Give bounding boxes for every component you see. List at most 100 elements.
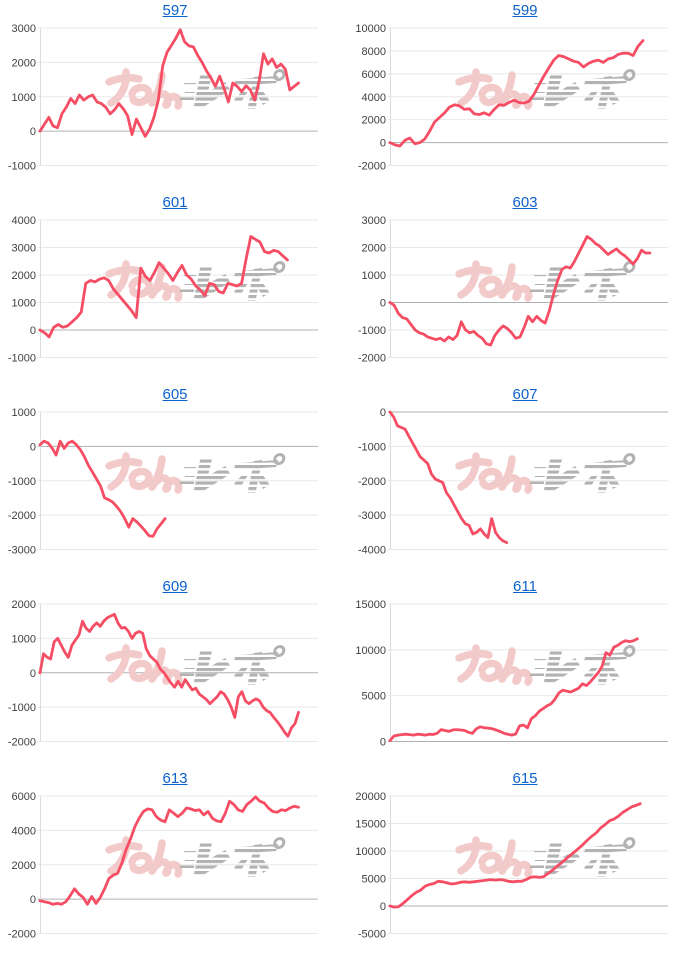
y-tick-label: 0 [380, 407, 386, 419]
y-tick-label: 2000 [12, 57, 36, 69]
minrepo-logo-watermark [459, 455, 634, 494]
y-tick-label: 2000 [362, 115, 386, 127]
y-tick-label: -2000 [358, 161, 386, 173]
y-tick-label: 0 [30, 441, 36, 453]
series-line [388, 802, 642, 909]
y-tick-label: -2000 [8, 929, 36, 941]
chart-plot-613: 6000 4000 2000 0 -2000 [8, 791, 318, 941]
chart-cell-601: 4000 3000 2000 1000 0 -1000 601 [0, 192, 350, 384]
minrepo-logo-watermark [109, 455, 284, 494]
chart-title-link-601[interactable]: 601 [162, 194, 188, 211]
y-tick-label: 1000 [12, 298, 36, 310]
y-tick-label: 6000 [12, 791, 36, 803]
chart-cell-599: 10000 8000 6000 4000 2000 0 -2000 599 [350, 0, 700, 192]
y-tick-label: -5000 [358, 929, 386, 941]
y-tick-label: -2000 [8, 737, 36, 749]
minrepo-logo-watermark [109, 647, 284, 686]
y-tick-label: -3000 [358, 510, 386, 522]
y-tick-label: 6000 [362, 69, 386, 81]
y-tick-label: -1000 [8, 353, 36, 365]
minrepo-logo-watermark [109, 839, 284, 878]
y-tick-label: 20000 [355, 791, 386, 803]
y-tick-label: -1000 [8, 702, 36, 714]
y-tick-label: -3000 [8, 545, 36, 557]
minrepo-logo-watermark [459, 839, 634, 878]
chart-title-link-613[interactable]: 613 [162, 770, 188, 787]
y-tick-label: 1000 [12, 407, 36, 419]
y-tick-label: 4000 [362, 92, 386, 104]
y-tick-label: 1000 [12, 633, 36, 645]
series-line [388, 235, 652, 347]
chart-title-link-605[interactable]: 605 [162, 386, 188, 403]
y-tick-label: 0 [30, 126, 36, 138]
y-tick-label: 4000 [12, 825, 36, 837]
chart-plot-611: 15000 10000 5000 0 [355, 599, 668, 749]
series-line [38, 795, 300, 906]
chart-title-link-597[interactable]: 597 [162, 2, 188, 19]
y-tick-label: -2000 [358, 476, 386, 488]
chart-plot-597: 3000 2000 1000 0 -1000 [8, 23, 318, 173]
y-tick-label: 3000 [362, 215, 386, 227]
chart-cell-611: 15000 10000 5000 0 611 [350, 576, 700, 768]
series-line [38, 28, 300, 138]
minrepo-logo-watermark [459, 71, 634, 110]
chart-plot-607: 0 -1000 -2000 -3000 -4000 [358, 407, 668, 557]
series-line [38, 235, 289, 339]
chart-title-link-599[interactable]: 599 [512, 2, 538, 19]
y-tick-label: 1000 [12, 92, 36, 104]
y-tick-label: -2000 [358, 353, 386, 365]
chart-cell-607: 0 -1000 -2000 -3000 -4000 607 [350, 384, 700, 576]
chart-title-link-609[interactable]: 609 [162, 578, 188, 595]
series-line [388, 637, 639, 743]
chart-plot-601: 4000 3000 2000 1000 0 -1000 [8, 215, 318, 365]
series-line [388, 410, 509, 545]
y-tick-label: 2000 [12, 599, 36, 611]
y-tick-label: 5000 [362, 691, 386, 703]
y-tick-label: 5000 [362, 874, 386, 886]
y-tick-label: -1000 [358, 441, 386, 453]
y-tick-label: -1000 [358, 325, 386, 337]
y-tick-label: 2000 [12, 270, 36, 282]
minrepo-logo-watermark [109, 263, 284, 302]
y-tick-label: 10000 [355, 846, 386, 858]
chart-cell-609: 2000 1000 0 -1000 -2000 609 [0, 576, 350, 768]
series-line [38, 439, 167, 538]
y-tick-label: 0 [30, 325, 36, 337]
y-tick-label: 0 [380, 737, 386, 749]
chart-plot-615: 20000 15000 10000 5000 0 -5000 [355, 791, 668, 941]
minrepo-logo-watermark [459, 263, 634, 302]
chart-cell-615: 20000 15000 10000 5000 0 -5000 615 [350, 768, 700, 960]
y-tick-label: 0 [380, 298, 386, 310]
chart-cell-597: 3000 2000 1000 0 -1000 597 [0, 0, 350, 192]
chart-plot-609: 2000 1000 0 -1000 -2000 [8, 599, 318, 749]
y-tick-label: 3000 [12, 23, 36, 35]
y-tick-label: 15000 [355, 599, 386, 611]
chart-plot-603: 3000 2000 1000 0 -1000 -2000 [358, 215, 668, 365]
y-tick-label: -1000 [8, 161, 36, 173]
chart-title-link-603[interactable]: 603 [512, 194, 538, 211]
y-tick-label: 0 [380, 901, 386, 913]
y-tick-label: 4000 [12, 215, 36, 227]
y-tick-label: -1000 [8, 476, 36, 488]
y-tick-label: 2000 [362, 243, 386, 255]
y-tick-label: 10000 [355, 23, 386, 35]
series-line [388, 39, 645, 148]
chart-cell-613: 6000 4000 2000 0 -2000 613 [0, 768, 350, 960]
y-tick-label: 1000 [362, 270, 386, 282]
chart-title-link-615[interactable]: 615 [512, 770, 538, 787]
y-tick-label: 8000 [362, 46, 386, 58]
chart-title-link-611[interactable]: 611 [513, 578, 537, 595]
y-tick-label: -4000 [358, 545, 386, 557]
chart-title-link-607[interactable]: 607 [512, 386, 538, 403]
y-tick-label: -2000 [8, 510, 36, 522]
y-tick-label: 15000 [355, 819, 386, 831]
y-tick-label: 3000 [12, 243, 36, 255]
y-tick-label: 0 [30, 668, 36, 680]
y-tick-label: 10000 [355, 645, 386, 657]
chart-cell-605: 1000 0 -1000 -2000 -3000 605 [0, 384, 350, 576]
chart-plot-599: 10000 8000 6000 4000 2000 0 -2000 [355, 23, 668, 173]
y-tick-label: 0 [380, 138, 386, 150]
series-line [38, 612, 300, 738]
chart-cell-603: 3000 2000 1000 0 -1000 -2000 603 [350, 192, 700, 384]
